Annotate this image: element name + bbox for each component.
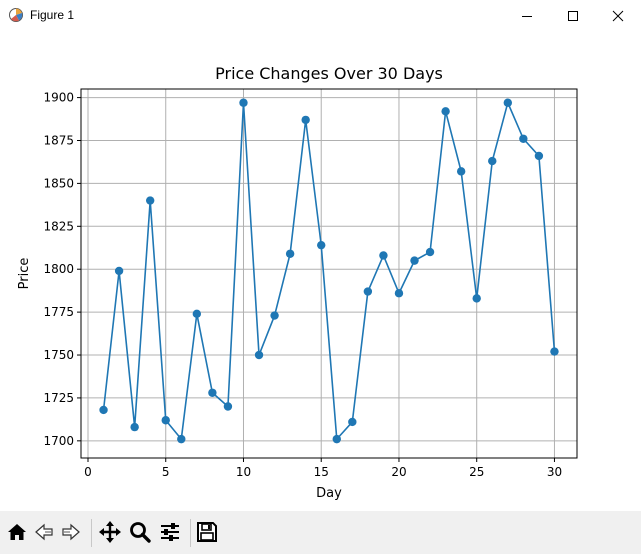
axes-frame bbox=[80, 88, 578, 459]
data-point bbox=[239, 98, 248, 107]
series-line-layer bbox=[102, 101, 556, 440]
x-tick-label: 20 bbox=[391, 465, 406, 479]
x-tick-label: 0 bbox=[84, 465, 92, 479]
y-tick-label: 1900 bbox=[43, 91, 74, 105]
data-point bbox=[472, 294, 481, 303]
data-point bbox=[285, 249, 295, 258]
y-tick-label: 1875 bbox=[43, 133, 74, 147]
configure-subplots-button[interactable] bbox=[157, 519, 183, 545]
data-point bbox=[332, 434, 341, 444]
close-button[interactable] bbox=[595, 0, 641, 31]
data-point bbox=[488, 156, 497, 166]
price-series-line bbox=[102, 101, 556, 440]
line-chart: 0 5 10 15 20 25 30 1700 1725 1750 1775 1800 1825 185… bbox=[17, 64, 578, 501]
data-point bbox=[550, 347, 559, 356]
y-tick-label: 1800 bbox=[43, 262, 74, 276]
chart-title: Price Changes Over 30 Days bbox=[215, 64, 443, 83]
y-axis-ticks: 1700 1725 1750 1775 1800 1825 1850 1875 1900 bbox=[43, 91, 81, 448]
maximize-icon bbox=[568, 10, 578, 21]
navigation-toolbar bbox=[0, 511, 641, 554]
data-point bbox=[130, 422, 139, 432]
zoom-icon bbox=[130, 522, 151, 543]
data-point bbox=[161, 416, 170, 425]
x-tick-label: 10 bbox=[236, 465, 251, 479]
data-point bbox=[301, 115, 310, 125]
toolbar-separator bbox=[91, 519, 92, 547]
data-point bbox=[99, 405, 108, 415]
data-point bbox=[192, 309, 202, 319]
data-point bbox=[441, 107, 450, 116]
home-button[interactable] bbox=[4, 519, 30, 545]
minimize-icon bbox=[522, 15, 532, 17]
x-tick-label: 15 bbox=[314, 465, 329, 479]
grid-lines bbox=[81, 89, 577, 458]
data-point bbox=[534, 151, 544, 161]
pan-button[interactable] bbox=[97, 519, 123, 545]
y-axis-label: Price bbox=[17, 258, 32, 290]
data-point bbox=[379, 251, 388, 260]
y-tick-label: 1700 bbox=[43, 434, 74, 448]
toolbar-separator bbox=[190, 519, 191, 547]
x-tick-label: 30 bbox=[547, 465, 562, 479]
data-point bbox=[145, 196, 155, 205]
data-point bbox=[503, 98, 513, 107]
data-point bbox=[394, 289, 404, 298]
data-point bbox=[223, 402, 233, 411]
data-point bbox=[114, 266, 124, 276]
data-point bbox=[456, 167, 466, 176]
window-title: Figure 1 bbox=[30, 8, 75, 22]
zoom-button[interactable] bbox=[127, 519, 153, 545]
data-point bbox=[254, 350, 264, 360]
data-point bbox=[519, 134, 528, 143]
y-tick-label: 1850 bbox=[43, 176, 74, 190]
data-point bbox=[270, 311, 279, 320]
data-points bbox=[99, 98, 559, 444]
minimize-button[interactable] bbox=[504, 0, 550, 31]
close-icon bbox=[612, 10, 624, 21]
data-point bbox=[317, 240, 326, 250]
forward-button[interactable] bbox=[58, 519, 84, 545]
figure-canvas[interactable]: 0 5 10 15 20 25 30 1700 1725 1750 1775 1800 1825 185… bbox=[0, 31, 641, 511]
save-icon bbox=[197, 522, 217, 542]
data-point bbox=[208, 388, 217, 397]
data-point bbox=[348, 417, 357, 427]
x-axis-label: Day bbox=[316, 486, 342, 501]
matplotlib-figure-icon bbox=[9, 8, 23, 22]
y-tick-label: 1725 bbox=[43, 391, 74, 405]
data-point bbox=[410, 256, 419, 265]
x-tick-label: 25 bbox=[469, 465, 484, 479]
y-tick-label: 1825 bbox=[43, 219, 74, 233]
home-icon bbox=[8, 524, 26, 540]
save-button[interactable] bbox=[194, 519, 220, 545]
subplots-config-icon bbox=[161, 523, 179, 541]
x-tick-label: 5 bbox=[162, 465, 170, 479]
data-point bbox=[425, 247, 435, 257]
x-axis-ticks: 0 5 10 15 20 25 30 bbox=[84, 458, 562, 479]
y-tick-label: 1775 bbox=[43, 305, 74, 319]
maximize-button[interactable] bbox=[550, 0, 596, 31]
back-button[interactable] bbox=[31, 519, 57, 545]
data-point bbox=[363, 287, 373, 296]
forward-arrow-icon bbox=[62, 523, 80, 541]
data-point bbox=[177, 434, 186, 444]
y-tick-label: 1750 bbox=[43, 348, 74, 362]
back-arrow-icon bbox=[35, 523, 53, 541]
window-titlebar: Figure 1 bbox=[0, 0, 641, 31]
pan-icon bbox=[99, 521, 121, 543]
